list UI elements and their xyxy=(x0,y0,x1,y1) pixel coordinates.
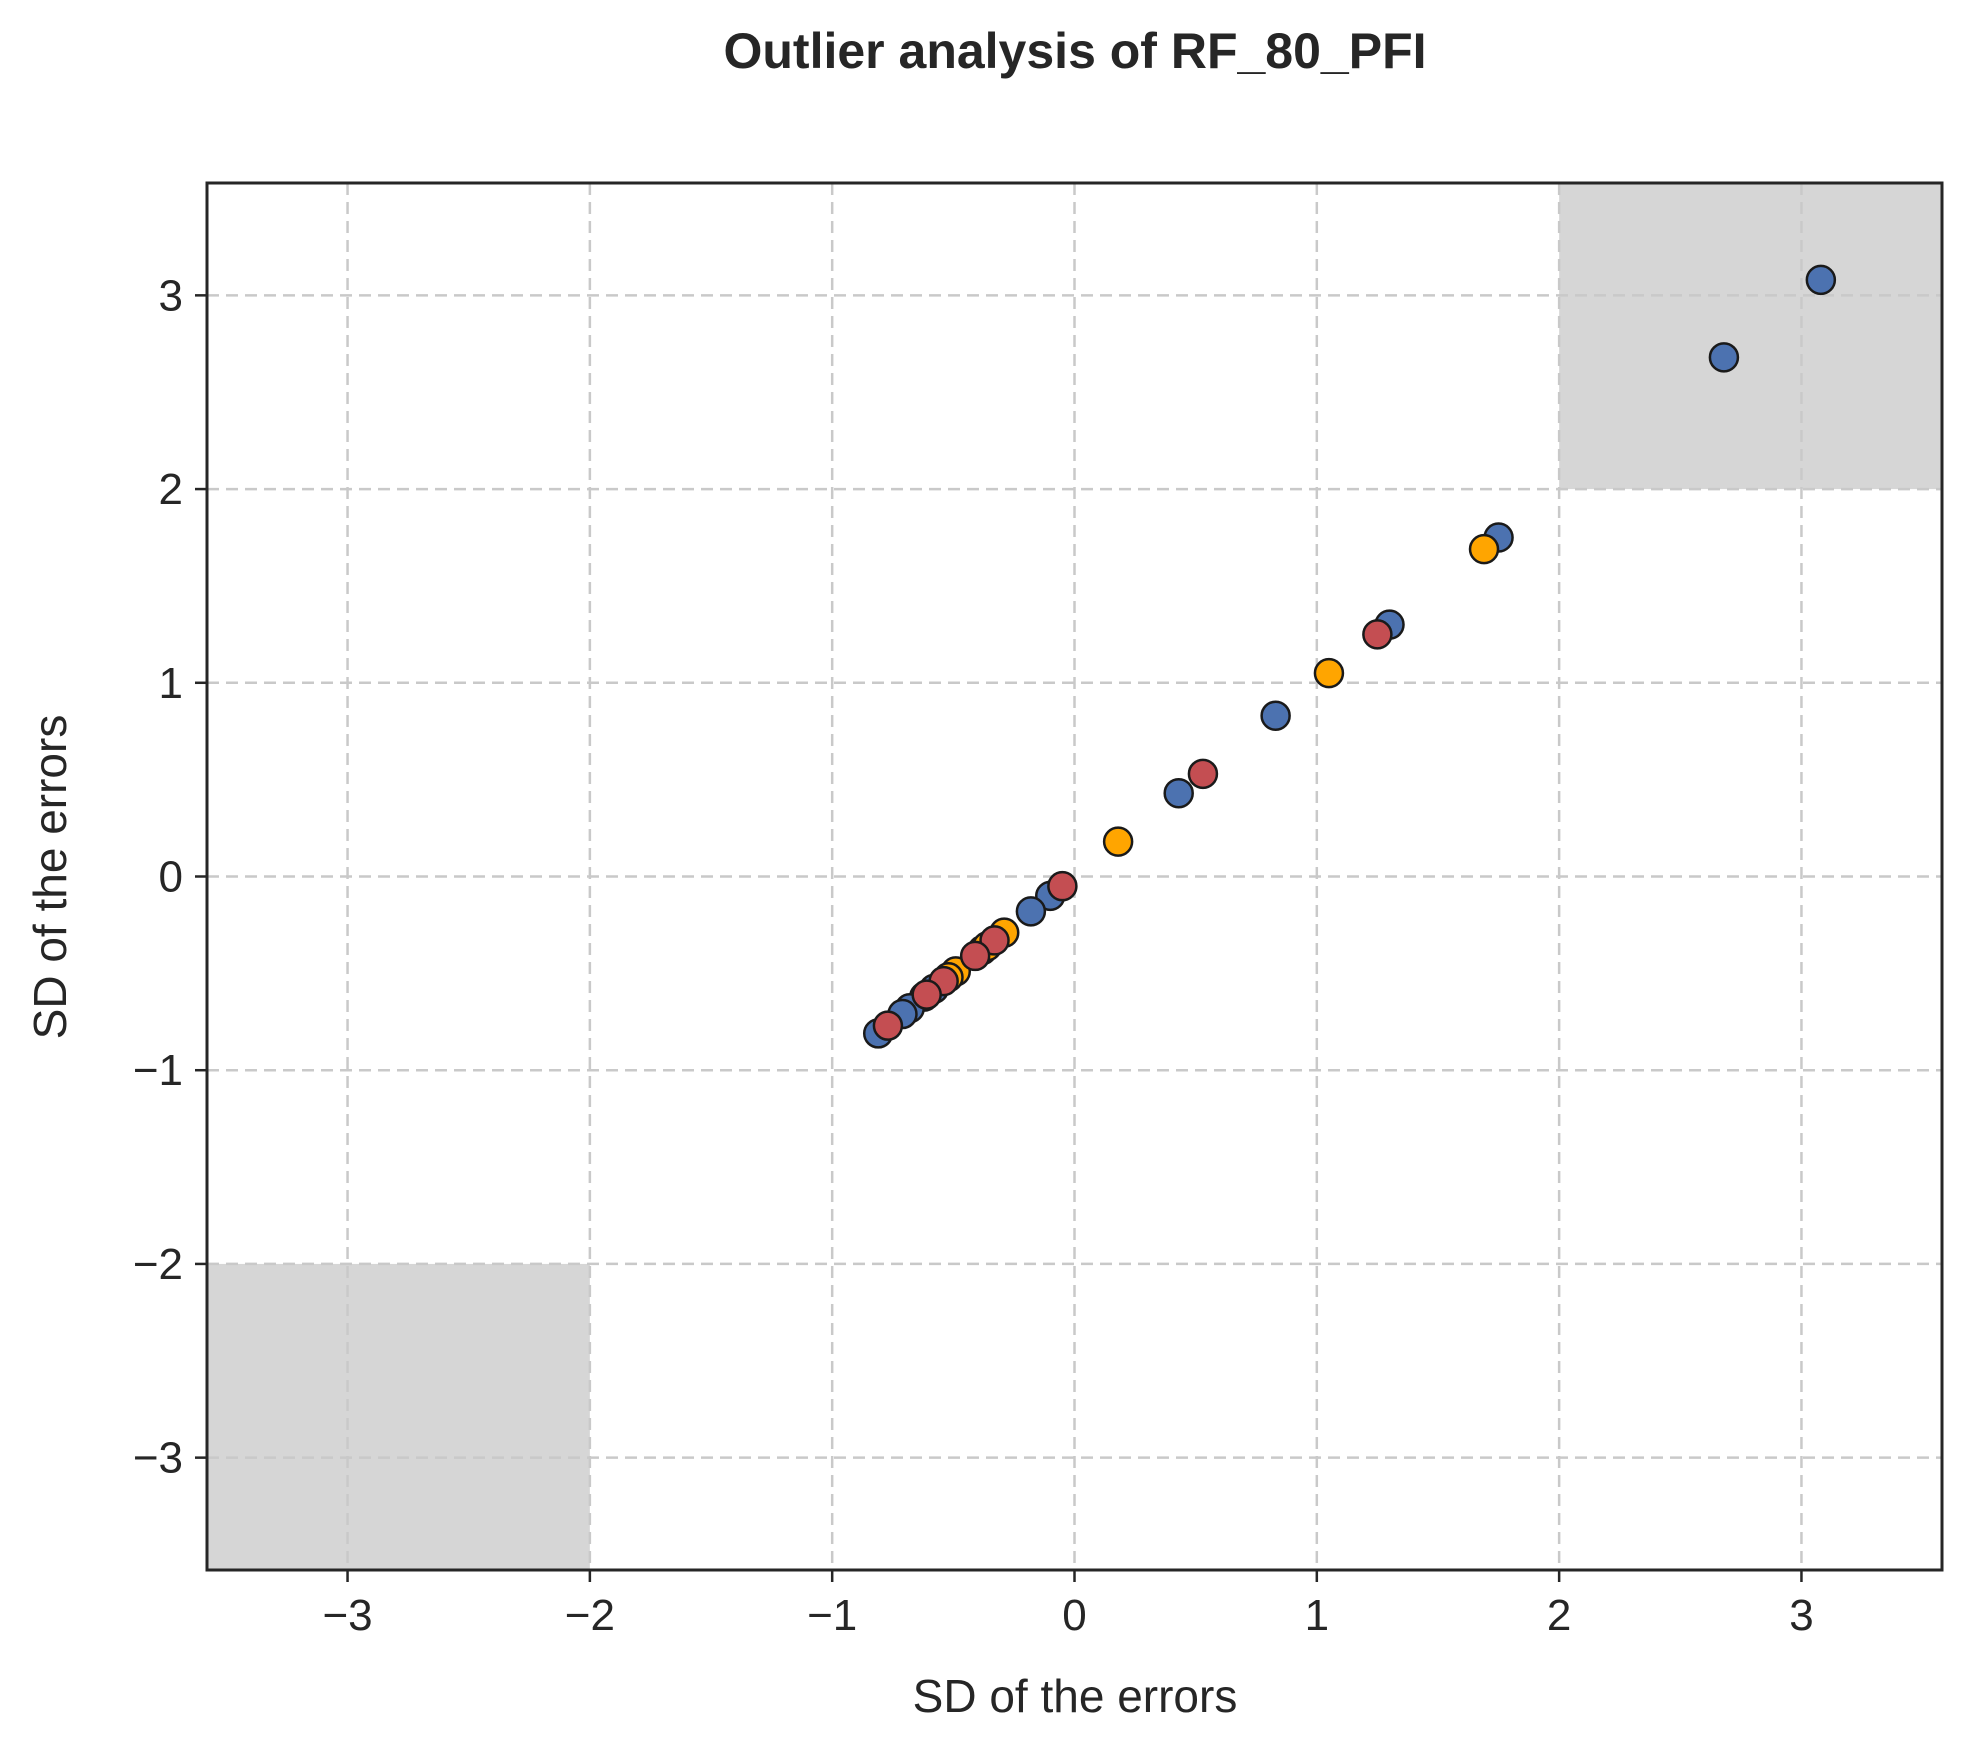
data-point xyxy=(1362,619,1393,650)
y-tick-label: 1 xyxy=(159,659,183,708)
y-tick-label: −2 xyxy=(133,1240,183,1289)
x-tick-label: 0 xyxy=(1062,1591,1086,1640)
data-point xyxy=(1468,533,1500,565)
outlier-regions xyxy=(207,183,1942,1570)
x-tick-label: 2 xyxy=(1547,1591,1571,1640)
data-point xyxy=(911,979,942,1010)
data-point xyxy=(959,940,991,972)
data-point xyxy=(1708,342,1740,373)
chart-title: Outlier analysis of RF_80_PFI xyxy=(723,23,1426,79)
x-tick-label: −2 xyxy=(565,1591,615,1640)
data-point xyxy=(1260,700,1291,731)
y-tick-label: 2 xyxy=(159,465,183,514)
data-points xyxy=(862,264,1837,1049)
data-point xyxy=(1163,777,1194,809)
data-point xyxy=(1313,657,1345,689)
outlier-region-1 xyxy=(207,1263,590,1570)
x-tick-label: 3 xyxy=(1789,1591,1813,1640)
y-axis-label: SD of the errors xyxy=(24,715,76,1040)
y-tick-label: 3 xyxy=(159,271,183,320)
x-axis-label: SD of the errors xyxy=(913,1670,1238,1722)
y-tick-label: −3 xyxy=(133,1434,183,1483)
data-point xyxy=(1047,870,1078,902)
x-tick-label: 1 xyxy=(1305,1591,1329,1640)
data-point xyxy=(1187,758,1219,790)
y-tick-label: 0 xyxy=(159,853,183,902)
x-tick-label: −1 xyxy=(807,1591,857,1640)
data-point xyxy=(872,1010,904,1041)
data-point xyxy=(1015,896,1047,927)
data-point xyxy=(1805,264,1837,296)
x-tick-label: −3 xyxy=(322,1591,372,1640)
axis-ticks: −3 −2 −1 0 1 2 3 −3 −2 −1 0 1 2 3 xyxy=(133,271,1814,1640)
data-point xyxy=(1102,826,1134,857)
y-tick-label: −1 xyxy=(133,1046,183,1095)
outlier-region-0 xyxy=(1559,183,1942,490)
grid-lines xyxy=(207,183,1942,1570)
